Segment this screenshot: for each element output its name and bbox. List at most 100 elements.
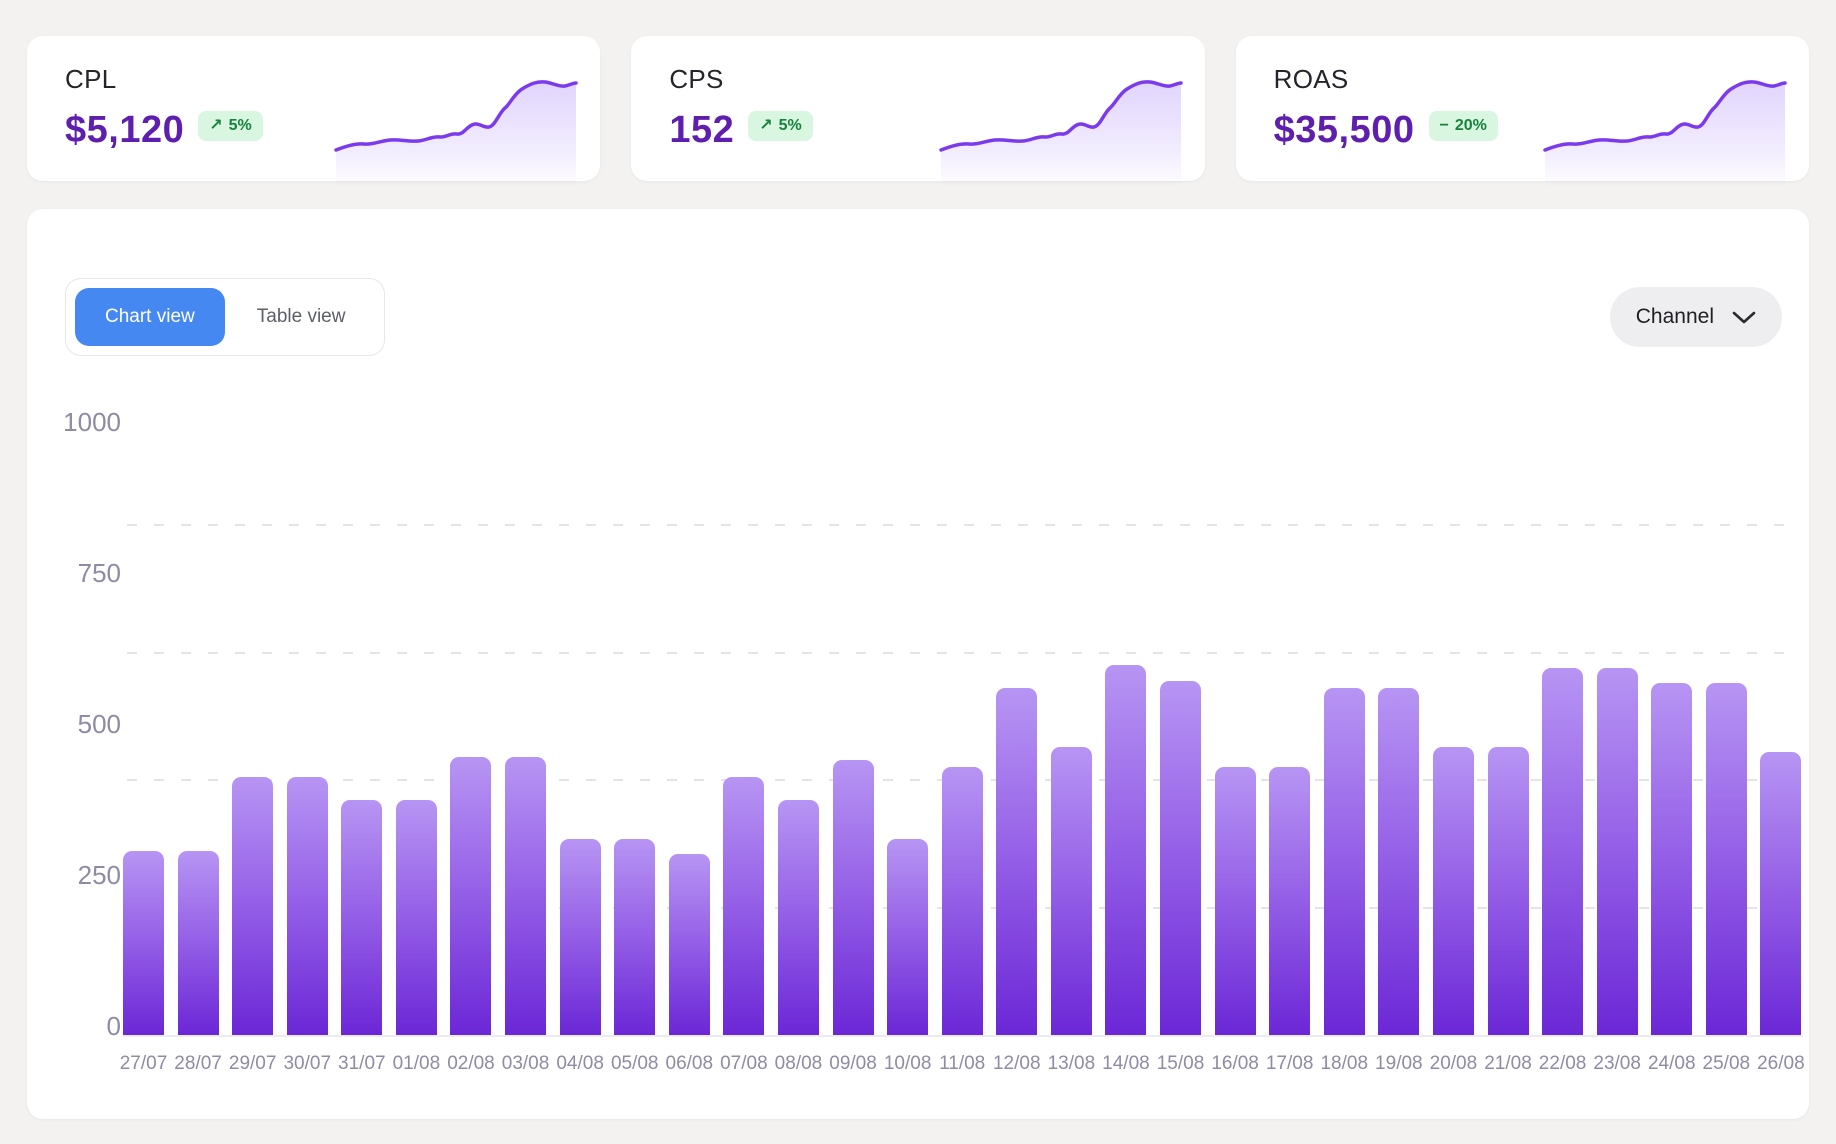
y-axis-label: 0 <box>106 1011 121 1041</box>
bar-12-08 <box>996 688 1038 1035</box>
x-axis-label: 22/08 <box>1538 1053 1587 1074</box>
x-axis-label: 28/07 <box>174 1053 222 1074</box>
x-axis-label: 08/08 <box>774 1053 823 1074</box>
kpi-title: CPS <box>669 64 724 94</box>
x-axis-label: 16/08 <box>1211 1053 1259 1074</box>
x-axis-label: 03/08 <box>501 1053 550 1074</box>
trend-badge: −20% <box>1428 111 1498 141</box>
trend-badge: ↗ 5% <box>198 111 263 141</box>
bar-10-08 <box>887 838 929 1035</box>
chart-card: Chart view Table view Channel 27/07 28/07… <box>27 209 1809 1119</box>
x-axis-label: 21/08 <box>1484 1053 1532 1074</box>
bar-29-07 <box>232 777 274 1035</box>
y-axis-label: 1000 <box>63 407 121 437</box>
x-axis-label: 26/08 <box>1757 1053 1805 1074</box>
kpi-card-cpl: CPL $5,120 ↗ 5% <box>27 36 601 188</box>
x-axis-label: 23/08 <box>1593 1053 1641 1074</box>
chart-view-button[interactable]: Chart view <box>75 288 225 346</box>
bar-19-08 <box>1378 688 1420 1035</box>
trend-badge: ↗ 5% <box>748 111 813 141</box>
x-axis-label: 29/07 <box>228 1053 277 1074</box>
x-axis-label: 01/08 <box>392 1053 441 1074</box>
x-axis-label: 18/08 <box>1320 1053 1369 1074</box>
bar-22-08 <box>1542 667 1584 1035</box>
channel-dropdown-label: Channel <box>1635 305 1714 328</box>
kpi-value: $5,120 <box>65 109 185 151</box>
bar-14-08 <box>1105 665 1147 1035</box>
sparkline-chart <box>334 80 579 188</box>
kpi-title: CPL <box>65 64 117 94</box>
bar-28-07 <box>177 851 219 1035</box>
trend-flat-icon: − <box>1439 117 1449 134</box>
bar-24-08 <box>1651 683 1693 1035</box>
x-axis-line <box>123 1035 1803 1037</box>
x-axis-label: 25/08 <box>1702 1053 1751 1074</box>
kpi-value-row: 152 ↗ 5% <box>669 109 1204 151</box>
sparkline-chart <box>1543 80 1787 188</box>
kpi-value-row: $5,120 ↗ 5% <box>65 109 600 151</box>
kpi-value: $35,500 <box>1273 109 1415 151</box>
x-axis-label: 14/08 <box>1102 1053 1150 1074</box>
y-axis-label: 250 <box>77 860 121 890</box>
bar-16-08 <box>1214 767 1256 1035</box>
x-axis-label: 19/08 <box>1375 1053 1423 1074</box>
chevron-down-icon <box>1732 311 1756 323</box>
kpi-value: 152 <box>669 109 735 151</box>
trend-badge-value: 5% <box>228 117 252 134</box>
x-axis-label: 24/08 <box>1647 1053 1696 1074</box>
bar-02-08 <box>450 757 492 1035</box>
x-axis-label: 02/08 <box>447 1053 495 1074</box>
x-axis-label: 15/08 <box>1156 1053 1205 1074</box>
y-axis-label: 750 <box>77 558 121 588</box>
y-axis-label: 500 <box>77 709 121 739</box>
bar-08-08 <box>777 800 819 1035</box>
trend-badge-value: 20% <box>1454 117 1487 134</box>
kpi-title: ROAS <box>1273 64 1349 94</box>
bar-06-08 <box>668 853 710 1035</box>
x-axis-label: 04/08 <box>556 1053 604 1074</box>
table-view-button[interactable]: Table view <box>227 288 376 346</box>
bar-chart-plot-area: 27/07 28/07 29/07 30/07 31/07 01/08 02/08 03/08… <box>120 524 1805 1074</box>
x-axis-label: 10/08 <box>883 1053 932 1074</box>
x-axis-label: 11/08 <box>939 1053 986 1074</box>
x-axis-label: 17/08 <box>1265 1053 1314 1074</box>
bar-11-08 <box>941 767 983 1035</box>
kpi-value-row: $35,500 −20% <box>1274 109 1809 151</box>
bar-15-08 <box>1160 680 1202 1035</box>
bar-05-08 <box>614 838 656 1035</box>
channel-dropdown[interactable]: Channel <box>1609 287 1782 347</box>
bar-04-08 <box>559 838 601 1035</box>
trend-badge-value: 5% <box>778 117 802 134</box>
x-axis-label: 05/08 <box>610 1053 659 1074</box>
x-axis-label: 07/08 <box>720 1053 768 1074</box>
gridline <box>127 651 1799 654</box>
bar-30-07 <box>286 777 328 1035</box>
bar-17-08 <box>1269 767 1311 1035</box>
bar-07-08 <box>723 777 765 1035</box>
bar-01-08 <box>395 800 437 1035</box>
bar-21-08 <box>1487 746 1529 1035</box>
x-axis-label: 31/07 <box>338 1053 386 1074</box>
x-axis-label: 09/08 <box>829 1053 877 1074</box>
bar-27-07 <box>123 851 164 1035</box>
x-axis-label: 27/07 <box>119 1053 168 1074</box>
kpi-card-cps: CPS 152 ↗ 5% <box>631 36 1205 188</box>
trend-up-icon: ↗ <box>759 117 773 134</box>
x-axis-label: 13/08 <box>1047 1053 1096 1074</box>
bar-26-08 <box>1760 751 1802 1035</box>
bar-03-08 <box>505 757 547 1035</box>
gridline <box>127 524 1799 526</box>
x-axis-label: 12/08 <box>992 1053 1041 1074</box>
kpi-cards-row: CPL $5,120 ↗ 5% CPS 152 ↗ 5% ROAS $35,500 … <box>27 36 1809 188</box>
x-axis-label: 06/08 <box>665 1053 714 1074</box>
bar-18-08 <box>1323 688 1365 1035</box>
kpi-card-roas: ROAS $35,500 −20% <box>1235 36 1809 188</box>
x-axis-label: 30/07 <box>283 1053 332 1074</box>
x-axis-label: 20/08 <box>1429 1053 1478 1074</box>
bar-23-08 <box>1596 667 1638 1035</box>
sparkline-chart <box>938 80 1183 188</box>
bar-25-08 <box>1705 683 1747 1035</box>
trend-up-icon: ↗ <box>209 117 223 134</box>
bar-13-08 <box>1050 746 1092 1035</box>
